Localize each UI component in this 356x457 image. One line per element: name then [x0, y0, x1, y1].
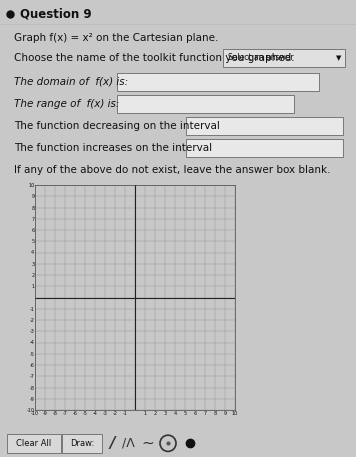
- Text: The function decreasing on the interval: The function decreasing on the interval: [14, 121, 220, 131]
- FancyBboxPatch shape: [117, 95, 294, 113]
- Text: Select an answer: Select an answer: [228, 53, 294, 63]
- Text: The domain of  f(x) is:: The domain of f(x) is:: [14, 77, 128, 87]
- Text: Draw:: Draw:: [70, 439, 94, 448]
- Text: Question 9: Question 9: [20, 7, 91, 21]
- Text: /: /: [109, 436, 115, 451]
- FancyBboxPatch shape: [7, 434, 61, 453]
- FancyBboxPatch shape: [186, 139, 343, 157]
- Text: If any of the above do not exist, leave the answer box blank.: If any of the above do not exist, leave …: [14, 165, 330, 175]
- FancyBboxPatch shape: [62, 434, 102, 453]
- FancyBboxPatch shape: [117, 73, 319, 91]
- Text: The function increases on the interval: The function increases on the interval: [14, 143, 212, 153]
- Text: Clear All: Clear All: [16, 439, 52, 448]
- Text: /Λ: /Λ: [122, 437, 134, 450]
- Text: Choose the name of the toolkit function you graphed.: Choose the name of the toolkit function …: [14, 53, 295, 63]
- Text: Graph f(x) = x² on the Cartesian plane.: Graph f(x) = x² on the Cartesian plane.: [14, 33, 218, 43]
- FancyBboxPatch shape: [186, 117, 343, 135]
- FancyBboxPatch shape: [223, 49, 345, 67]
- Text: The range of  f(x) is:: The range of f(x) is:: [14, 99, 119, 109]
- Text: ▼: ▼: [336, 55, 341, 61]
- Text: ∼: ∼: [142, 436, 155, 451]
